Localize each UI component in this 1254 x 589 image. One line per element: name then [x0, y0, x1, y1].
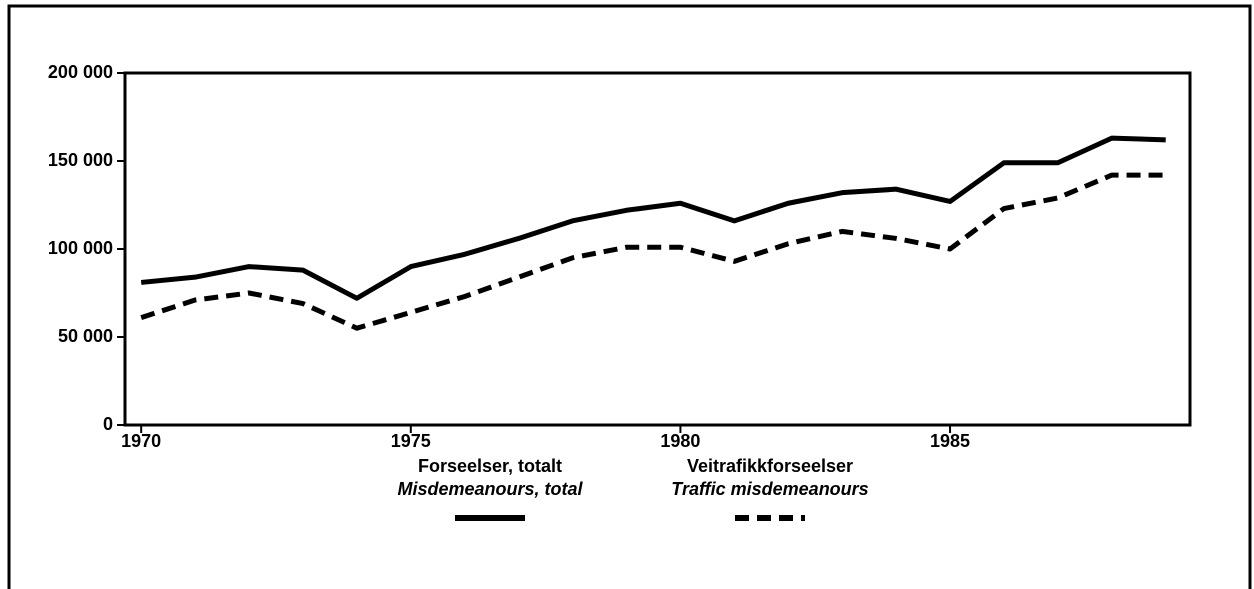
- legend-sublabel: Misdemeanours, total: [397, 479, 583, 499]
- series-line: [140, 172, 1166, 331]
- legend-label: Forseelser, totalt: [418, 456, 562, 476]
- x-tick-label: 1985: [930, 431, 970, 451]
- y-tick-label: 200 000: [48, 62, 113, 82]
- y-tick-label: 50 000: [58, 326, 113, 346]
- y-tick-label: 150 000: [48, 150, 113, 170]
- y-tick-label: 0: [103, 414, 113, 434]
- x-tick-label: 1970: [121, 431, 161, 451]
- legend-sublabel: Traffic misdemeanours: [671, 479, 868, 499]
- legend-label: Veitrafikkforseelser: [687, 456, 853, 476]
- series-line: [140, 135, 1166, 301]
- frame: [7, 4, 1252, 589]
- y-tick-label: 100 000: [48, 238, 113, 258]
- x-tick-label: 1980: [660, 431, 700, 451]
- x-tick-label: 1975: [391, 431, 431, 451]
